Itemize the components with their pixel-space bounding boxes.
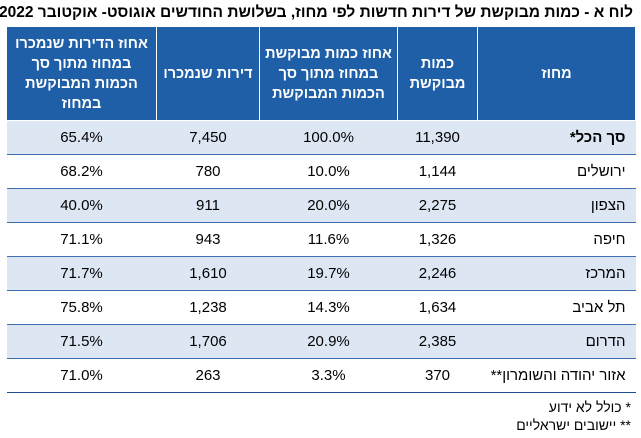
table-row: ירושלים 1,144 10.0% 780 68.2%	[6, 154, 636, 189]
table-row: תל אביב 1,634 14.3% 1,238 75.8%	[6, 290, 636, 325]
cell-sold: 1,610	[156, 256, 260, 291]
table-title: לוח א - כמות מבוקשת של דירות חדשות לפי מ…	[0, 4, 633, 21]
cell-sold: 1,706	[156, 324, 260, 359]
cell-share-sold: 71.7%	[6, 256, 157, 291]
cell-sold: 943	[156, 222, 260, 257]
cell-sold: 780	[156, 154, 260, 189]
cell-district: אזור יהודה והשומרון**	[477, 358, 636, 393]
table-row: המרכז 2,246 19.7% 1,610 71.7%	[6, 256, 636, 291]
table-row-total: סך הכל* 11,390 100.0% 7,450 65.4%	[6, 120, 636, 155]
cell-share-requested: 20.0%	[259, 188, 398, 223]
footnote-settlements: ** יישובים ישראליים	[516, 417, 631, 433]
cell-share-sold: 71.0%	[6, 358, 157, 393]
cell-share-requested: 14.3%	[259, 290, 398, 325]
cell-share-requested: 19.7%	[259, 256, 398, 291]
cell-share-sold: 75.8%	[6, 290, 157, 325]
cell-share-sold: 71.5%	[6, 324, 157, 359]
cell-share-sold: 40.0%	[6, 188, 157, 223]
cell-quantity: 2,385	[397, 324, 478, 359]
cell-sold: 911	[156, 188, 260, 223]
cell-quantity: 2,246	[397, 256, 478, 291]
table-row: הדרום 2,385 20.9% 1,706 71.5%	[6, 324, 636, 359]
header-row: מחוז כמות מבוקשת אחוז כמות מבוקשת במחוז …	[6, 26, 636, 121]
cell-quantity: 1,144	[397, 154, 478, 189]
cell-share-sold: 65.4%	[6, 120, 157, 155]
cell-share-requested: 10.0%	[259, 154, 398, 189]
cell-district: ירושלים	[477, 154, 636, 189]
cell-quantity: 1,634	[397, 290, 478, 325]
cell-quantity: 370	[397, 358, 478, 393]
cell-district: המרכז	[477, 256, 636, 291]
table-row: אזור יהודה והשומרון** 370 3.3% 263 71.0%	[6, 358, 636, 393]
cell-share-sold: 68.2%	[6, 154, 157, 189]
cell-share-requested: 100.0%	[259, 120, 398, 155]
cell-district: הצפון	[477, 188, 636, 223]
footnote-unknown: * כולל לא ידוע	[548, 399, 631, 415]
cell-sold: 1,238	[156, 290, 260, 325]
header-share-sold: אחוז הדירות שנמכרו במחוז מתוך סך הכמות ה…	[6, 26, 157, 121]
cell-district: תל אביב	[477, 290, 636, 325]
cell-district: הדרום	[477, 324, 636, 359]
header-quantity: כמות מבוקשת	[397, 26, 478, 121]
cell-share-requested: 11.6%	[259, 222, 398, 257]
cell-sold: 263	[156, 358, 260, 393]
table-row: חיפה 1,326 11.6% 943 71.1%	[6, 222, 636, 257]
header-share-requested: אחוז כמות מבוקשת במחוז מתוך סך הכמות המב…	[259, 26, 398, 121]
header-sold: דירות שנמכרו	[156, 26, 260, 121]
cell-share-requested: 3.3%	[259, 358, 398, 393]
district-table: מחוז כמות מבוקשת אחוז כמות מבוקשת במחוז …	[6, 26, 636, 393]
footnotes: * כולל לא ידוע ** יישובים ישראליים	[516, 398, 631, 434]
cell-district: סך הכל*	[477, 120, 636, 155]
cell-sold: 7,450	[156, 120, 260, 155]
cell-quantity: 1,326	[397, 222, 478, 257]
cell-share-sold: 71.1%	[6, 222, 157, 257]
cell-quantity: 11,390	[397, 120, 478, 155]
table-row: הצפון 2,275 20.0% 911 40.0%	[6, 188, 636, 223]
cell-share-requested: 20.9%	[259, 324, 398, 359]
cell-quantity: 2,275	[397, 188, 478, 223]
header-district: מחוז	[477, 26, 636, 121]
cell-district: חיפה	[477, 222, 636, 257]
